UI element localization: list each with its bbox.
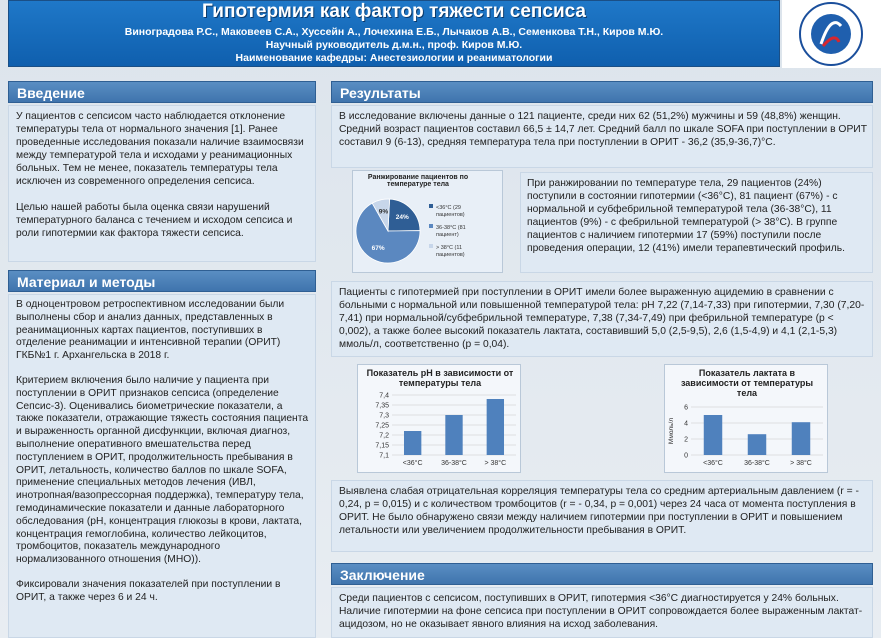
x-tick-label: 36-38°C [744, 459, 770, 467]
pie-legend-swatch [429, 204, 433, 208]
pie-slice [371, 198, 391, 233]
methods-paragraph-3: Фиксировали значения показателей при пос… [16, 578, 281, 603]
bar [791, 422, 811, 455]
y-axis-label: Ммоль/л [668, 418, 675, 444]
x-tick-label: 36-38°C [441, 459, 467, 467]
methods-paragraph-1: В одноцентровом ретроспективном исследов… [16, 299, 285, 362]
intro-panel [8, 105, 316, 262]
logo-emblem-icon [811, 14, 851, 54]
results-paragraph-3: Пациенты с гипотермией при поступлении в… [339, 287, 865, 350]
department-line: Наименование кафедры: Анестезиологии и р… [235, 52, 553, 64]
results-panel-1 [331, 105, 873, 168]
bar [703, 415, 723, 455]
y-tick-label: 4 [684, 421, 688, 428]
pie-slice-label: 9% [379, 209, 389, 216]
results-paragraph-1: В исследование включены данные о 121 пац… [339, 111, 868, 148]
university-logo [782, 0, 881, 68]
ph-chart-title: Показатель рН в зависимости от температу… [366, 368, 514, 388]
ph-bar-chart: 7,4 7,35 7,3 7,25 7,2 7,15 7,1 <36°C 36-38°C > 38… [375, 393, 516, 467]
results-panel-2 [520, 172, 873, 273]
y-tick-label: 7,4 [379, 393, 389, 400]
x-tick-label: > 38°C [484, 459, 506, 467]
bar [403, 431, 422, 455]
ph-chart-panel: Показатель рН в зависимости от температу… [357, 364, 521, 473]
results-paragraph-4: Выявлена слабая отрицательная корреляция… [339, 486, 859, 536]
pie-legend-entry: > 38°C (11 пациентов) [436, 245, 465, 258]
pie-chart-panel: Ранжирование пациентов по температуре те… [352, 170, 503, 273]
y-tick-label: 7,25 [375, 423, 389, 430]
x-tick-label: <36°C [403, 459, 423, 467]
pie-legend-entry: <36°C (29 пациентов) [436, 205, 465, 218]
pie-legend-swatch [429, 224, 433, 228]
bar [486, 399, 505, 455]
pie-legend-swatch [429, 244, 433, 248]
results-heading: Результаты [331, 81, 873, 103]
intro-text: У пациентов с сепсисом часто наблюдается… [16, 110, 311, 240]
x-tick-label: > 38°C [790, 459, 812, 467]
y-tick-label: 6 [684, 405, 688, 412]
poster-header: Гипотермия как фактор тяжести сепсиса Ви… [8, 0, 780, 67]
lactate-bar-chart: 6 4 2 0 <36°C 36-38°C > 38°C Ммоль/л [668, 405, 823, 467]
y-tick-label: 7,2 [379, 433, 389, 440]
conclusion-paragraph: Среди пациентов с сепсисом, поступивших … [339, 593, 863, 630]
pie-slice-label: 24% [396, 214, 409, 221]
conclusion-panel [331, 587, 873, 638]
methods-paragraph-2: Критерием включения было наличие у пацие… [16, 374, 309, 566]
pie-slice [387, 198, 421, 232]
bar [445, 415, 463, 455]
lactate-chart-panel: Показатель лактата в зависимости от темп… [664, 364, 828, 473]
logo-ring [799, 2, 863, 66]
results-panel-4 [331, 480, 873, 552]
bar [747, 434, 767, 455]
y-tick-label: 7,3 [379, 413, 389, 420]
y-tick-label: 2 [684, 437, 688, 444]
pie-slice [355, 202, 421, 264]
y-tick-label: 7,15 [375, 443, 389, 450]
methods-heading: Материал и методы [8, 270, 316, 292]
authors-line: Виноградова Р.С., Маковеев С.А., Хуссейн… [124, 26, 664, 38]
pie-slice-label: 67% [372, 245, 385, 252]
methods-text: В одноцентровом ретроспективном исследов… [16, 299, 311, 605]
results-paragraph-2: При ранжировании по температуре тела, 29… [527, 178, 845, 254]
supervisor-line: Научный руководитель д.м.н., проф. Киров… [265, 39, 523, 51]
conclusion-heading: Заключение [331, 563, 873, 585]
y-tick-label: 0 [684, 453, 688, 460]
intro-paragraph-1: У пациентов с сепсисом часто наблюдается… [16, 111, 304, 187]
intro-paragraph-2: Целью нашей работы была оценка связи нар… [16, 202, 293, 239]
lactate-chart-title: Показатель лактата в зависимости от темп… [680, 368, 814, 398]
y-tick-label: 7,35 [375, 403, 389, 410]
pie-chart: 24% 67% 9% <36°C (29 пациентов) 36-38°C (81 па… [355, 198, 466, 264]
poster-title: Гипотермия как фактор тяжести сепсиса [201, 1, 586, 22]
x-tick-label: <36°C [703, 459, 723, 467]
pie-legend-entry: 36-38°C (81 пациент) [436, 225, 466, 238]
intro-heading: Введение [8, 81, 316, 103]
y-tick-label: 7,1 [379, 453, 389, 460]
pie-chart-title: Ранжирование пациентов по температуре те… [367, 174, 469, 188]
results-panel-3 [331, 281, 873, 357]
